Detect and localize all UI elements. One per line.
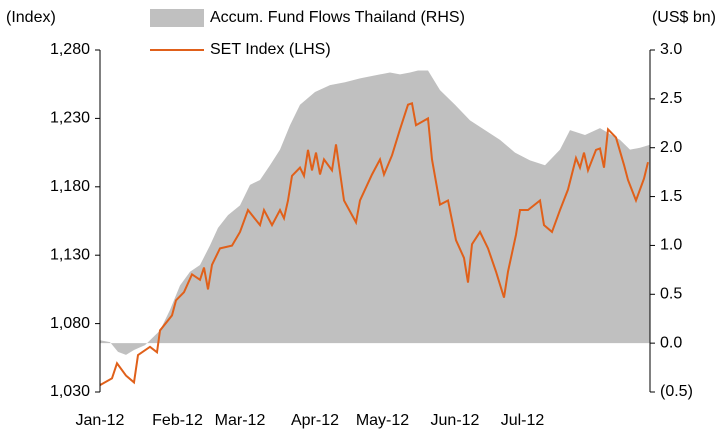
- y2-tick-label: 1.0: [660, 237, 682, 254]
- x-tick-label: Feb-12: [152, 412, 203, 429]
- y-tick-label: 1,130: [50, 246, 90, 263]
- y2-tick-label: 1.5: [660, 188, 682, 205]
- legend-label: SET Index (LHS): [210, 41, 331, 58]
- y-tick-label: 1,180: [50, 178, 90, 195]
- y2-tick-label: 2.5: [660, 90, 682, 107]
- x-tick-label: Apr-12: [291, 412, 339, 429]
- y2-tick-label: 0.5: [660, 286, 682, 303]
- legend-label: Accum. Fund Flows Thailand (RHS): [210, 9, 465, 26]
- y2-axis-label: (US$ bn): [652, 9, 716, 26]
- y-tick-label: 1,080: [50, 315, 90, 332]
- x-tick-label: Jul-12: [501, 412, 545, 429]
- area: [100, 70, 650, 355]
- y2-tick-label: 2.0: [660, 139, 682, 156]
- x-tick-label: Jun-12: [431, 412, 480, 429]
- y-axis-label: (Index): [6, 9, 56, 26]
- legend-swatch: [150, 9, 204, 27]
- y-tick-label: 1,280: [50, 41, 90, 58]
- x-tick-label: Jan-12: [76, 412, 125, 429]
- y-tick-label: 1,030: [50, 383, 90, 400]
- y-tick-label: 1,230: [50, 110, 90, 127]
- line: [99, 102, 649, 387]
- x-tick-label: Mar-12: [215, 412, 266, 429]
- y2-tick-label: 3.0: [660, 41, 682, 58]
- y2-tick-label: 0.0: [660, 334, 682, 351]
- y2-tick-label: (0.5): [660, 383, 693, 400]
- x-tick-label: May-12: [356, 412, 409, 429]
